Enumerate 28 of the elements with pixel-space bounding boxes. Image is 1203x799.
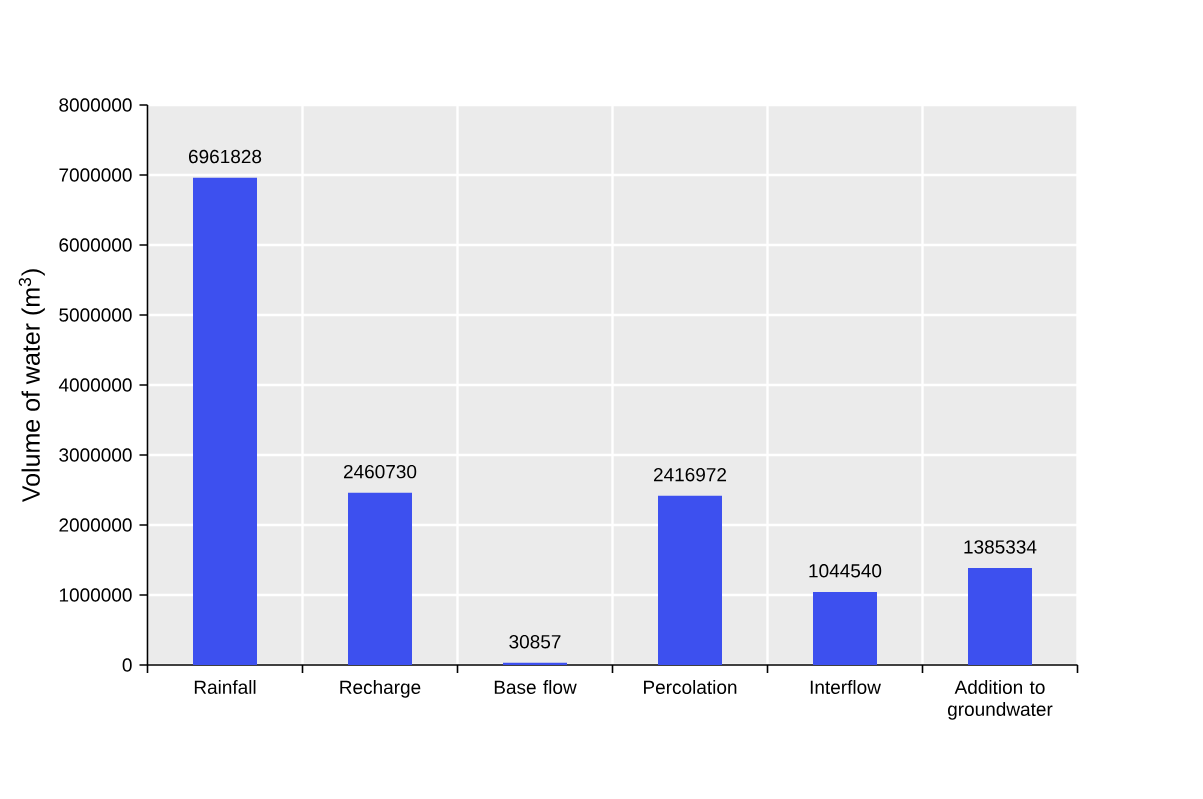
data-label: 30857: [509, 634, 561, 649]
y-tick-label: 2000000: [59, 518, 132, 532]
bar: [348, 492, 412, 665]
bar: [813, 591, 877, 665]
x-tick-label: Interflow: [810, 680, 881, 694]
y-tick-label: 1000000: [59, 588, 132, 602]
x-tick-label: Recharge: [340, 680, 421, 698]
bar: [503, 662, 567, 665]
x-tick-label: Base flow: [494, 680, 577, 694]
bar: [968, 568, 1032, 665]
bar: [658, 495, 722, 665]
x-tick-label: Rainfall: [194, 680, 256, 694]
bar: [193, 177, 257, 665]
data-label: 1044540: [809, 564, 882, 578]
y-tick-label: 3000000: [59, 448, 132, 462]
y-tick-label: 0: [122, 658, 132, 672]
data-label: 2460730: [343, 464, 417, 479]
y-tick-label: 4000000: [58, 378, 132, 392]
x-tick-label: Addition to groundwater: [948, 680, 1053, 720]
data-label: 2416972: [653, 467, 727, 482]
data-label: 1385334: [964, 540, 1037, 554]
y-tick-label: 7000000: [59, 168, 132, 182]
data-label: 6961828: [188, 149, 262, 164]
y-tick-label: 6000000: [59, 238, 132, 252]
y-axis-title: Volume of water (m$^{3}$): [18, 269, 45, 503]
x-tick-label: Percolation: [644, 680, 737, 694]
y-tick-label: 8000000: [59, 98, 132, 112]
y-tick-label: 5000000: [59, 308, 132, 322]
